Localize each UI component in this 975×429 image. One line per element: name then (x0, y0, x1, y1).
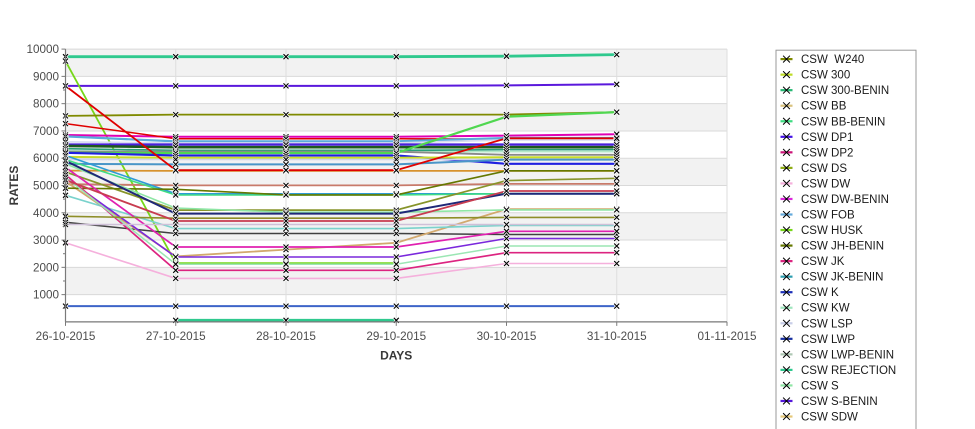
svg-text:CSW BB-BENIN: CSW BB-BENIN (801, 116, 885, 128)
svg-text:CSW JK-BENIN: CSW JK-BENIN (801, 272, 883, 284)
svg-text:CSW REJECTION: CSW REJECTION (801, 365, 896, 377)
svg-text:5000: 5000 (33, 180, 60, 193)
svg-text:CSW 300: CSW 300 (801, 70, 850, 82)
svg-text:CSW K: CSW K (801, 287, 839, 299)
svg-text:CSW W240: CSW W240 (801, 54, 864, 66)
svg-text:CSW DP2: CSW DP2 (801, 147, 853, 159)
svg-text:4000: 4000 (33, 207, 60, 220)
svg-text:29-10-2015: 29-10-2015 (366, 330, 426, 343)
svg-text:9000: 9000 (33, 70, 60, 83)
svg-text:CSW KW: CSW KW (801, 303, 850, 315)
svg-text:31-10-2015: 31-10-2015 (587, 330, 647, 343)
svg-text:CSW BB: CSW BB (801, 101, 847, 113)
svg-text:30-10-2015: 30-10-2015 (477, 330, 537, 343)
svg-text:CSW DP1: CSW DP1 (801, 132, 853, 144)
svg-text:10000: 10000 (26, 43, 59, 56)
svg-text:8000: 8000 (33, 98, 60, 111)
svg-text:CSW SDW: CSW SDW (801, 412, 858, 424)
svg-text:DAYS: DAYS (380, 349, 412, 363)
svg-text:01-11-2015: 01-11-2015 (698, 330, 757, 343)
svg-text:26-10-2015: 26-10-2015 (36, 330, 96, 343)
svg-text:CSW FOB: CSW FOB (801, 210, 855, 222)
svg-text:CSW HUSK: CSW HUSK (801, 225, 863, 237)
svg-text:CSW LWP: CSW LWP (801, 334, 855, 346)
svg-text:CSW JK: CSW JK (801, 256, 845, 268)
svg-text:CSW JH-BENIN: CSW JH-BENIN (801, 241, 884, 253)
svg-text:CSW DW-BENIN: CSW DW-BENIN (801, 194, 889, 206)
svg-text:CSW S-BENIN: CSW S-BENIN (801, 396, 878, 408)
svg-text:3000: 3000 (33, 234, 60, 247)
svg-text:28-10-2015: 28-10-2015 (256, 330, 316, 343)
svg-text:1000: 1000 (33, 289, 60, 302)
svg-text:6000: 6000 (33, 152, 60, 165)
svg-text:RATES: RATES (7, 166, 21, 206)
svg-text:CSW S: CSW S (801, 380, 839, 392)
svg-text:7000: 7000 (33, 125, 60, 138)
svg-text:CSW DS: CSW DS (801, 163, 847, 175)
svg-text:CSW LSP: CSW LSP (801, 318, 853, 330)
svg-text:27-10-2015: 27-10-2015 (146, 330, 206, 343)
svg-text:CSW 300-BENIN: CSW 300-BENIN (801, 85, 889, 97)
svg-text:2000: 2000 (33, 261, 60, 274)
svg-text:CSW LWP-BENIN: CSW LWP-BENIN (801, 349, 894, 361)
svg-text:CSW DW: CSW DW (801, 178, 850, 190)
